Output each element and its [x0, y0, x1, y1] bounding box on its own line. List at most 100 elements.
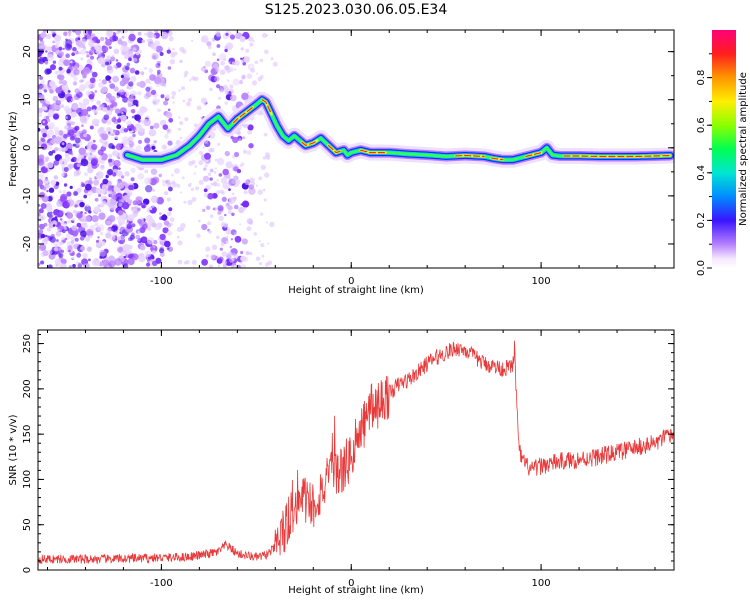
- noise-speckle: [152, 55, 157, 60]
- noise-speckle: [145, 91, 152, 98]
- noise-speckle: [171, 182, 178, 188]
- noise-speckle: [164, 134, 169, 139]
- noise-speckle: [106, 55, 111, 60]
- noise-speckle: [137, 207, 141, 212]
- noise-speckle: [59, 195, 67, 203]
- noise-speckle: [82, 263, 91, 268]
- colorbar-label: Normalized spectral amplitude: [738, 72, 749, 226]
- noise-speckle: [67, 143, 73, 150]
- noise-speckle: [96, 163, 100, 167]
- noise-speckle: [72, 263, 76, 268]
- noise-speckle: [66, 212, 74, 219]
- noise-speckle: [55, 87, 62, 94]
- noise-speckle: [242, 61, 246, 66]
- noise-speckle: [117, 39, 123, 45]
- noise-speckle: [231, 212, 235, 216]
- noise-speckle: [72, 143, 76, 147]
- noise-speckle: [167, 108, 171, 112]
- noise-speckle: [65, 39, 73, 47]
- noise-speckle: [38, 208, 44, 214]
- noise-speckle: [101, 53, 105, 57]
- noise-speckle: [121, 202, 130, 210]
- noise-speckle: [87, 114, 91, 118]
- noise-speckle: [255, 256, 261, 262]
- noise-speckle: [118, 246, 123, 251]
- noise-speckle: [159, 252, 165, 257]
- noise-speckle: [101, 140, 109, 148]
- noise-speckle: [128, 128, 132, 132]
- noise-speckle: [132, 133, 136, 138]
- noise-speckle: [90, 55, 94, 60]
- noise-speckle: [46, 118, 51, 123]
- noise-speckle: [39, 38, 43, 42]
- noise-speckle: [160, 94, 165, 99]
- noise-speckle: [52, 224, 56, 227]
- noise-speckle: [127, 95, 135, 102]
- noise-speckle: [227, 176, 231, 180]
- noise-speckle: [233, 232, 237, 236]
- spectrogram-ticks: [38, 30, 674, 269]
- noise-speckle: [58, 66, 63, 71]
- noise-speckle: [54, 258, 62, 266]
- noise-speckle: [141, 39, 145, 43]
- colorbar-tick-label-0.8: 0.8: [696, 70, 707, 86]
- noise-speckle: [137, 218, 143, 224]
- noise-speckle: [88, 93, 95, 100]
- noise-speckle: [194, 165, 198, 168]
- noise-speckle: [121, 35, 125, 39]
- noise-speckle: [218, 173, 223, 177]
- noise-speckle: [56, 239, 59, 242]
- noise-speckle: [167, 66, 172, 70]
- noise-speckle: [233, 151, 240, 158]
- snr-ticks: [38, 330, 674, 571]
- noise-speckle: [216, 235, 220, 240]
- noise-speckle: [106, 119, 112, 125]
- noise-speckle: [196, 233, 201, 238]
- track-hot-red: [327, 144, 341, 154]
- noise-speckle: [209, 214, 214, 219]
- noise-speckle: [112, 54, 115, 57]
- noise-speckle: [212, 181, 218, 187]
- noise-speckle: [163, 100, 169, 106]
- noise-speckle: [68, 59, 76, 67]
- top-x-tick-label-100: 100: [532, 276, 551, 287]
- noise-speckle: [60, 260, 63, 263]
- noise-speckle: [43, 222, 48, 227]
- noise-speckle: [206, 41, 212, 47]
- noise-speckle: [234, 60, 240, 66]
- noise-speckle: [100, 36, 105, 42]
- noise-speckle: [144, 66, 148, 70]
- noise-speckle: [197, 219, 201, 223]
- noise-speckle: [68, 30, 72, 35]
- bottom-y-tick-label-0: 0: [22, 567, 33, 573]
- noise-speckle: [145, 86, 151, 92]
- top-x-tick-label-0: 0: [348, 276, 354, 287]
- noise-speckle: [47, 162, 54, 169]
- colorbar-tick-label-0.2: 0.2: [696, 212, 707, 228]
- noise-speckle: [55, 244, 58, 248]
- noise-speckle: [128, 81, 134, 87]
- noise-speckle: [38, 179, 43, 187]
- noise-speckle: [257, 189, 263, 195]
- track-hot-red: [301, 140, 318, 147]
- noise-speckle: [209, 87, 213, 92]
- bottom-x-axis-label: Height of straight line (km): [288, 585, 424, 596]
- top-y-tick-label-20: 20: [22, 45, 33, 58]
- noise-speckle: [54, 216, 58, 219]
- noise-speckle: [241, 238, 248, 245]
- noise-speckle: [38, 89, 42, 94]
- bottom-y-tick-label-250: 250: [22, 334, 33, 353]
- noise-speckle: [62, 190, 67, 194]
- noise-speckle: [123, 194, 130, 202]
- noise-speckle: [58, 252, 64, 258]
- top-y-axis-label: Frequency (Hz): [8, 111, 19, 187]
- noise-speckle: [137, 31, 142, 36]
- noise-speckle: [167, 211, 172, 217]
- noise-speckle: [91, 71, 98, 78]
- noise-speckle: [106, 30, 114, 38]
- noise-speckle: [224, 150, 230, 157]
- noise-speckle: [75, 30, 82, 36]
- noise-speckle: [58, 242, 63, 246]
- noise-speckle: [109, 202, 117, 211]
